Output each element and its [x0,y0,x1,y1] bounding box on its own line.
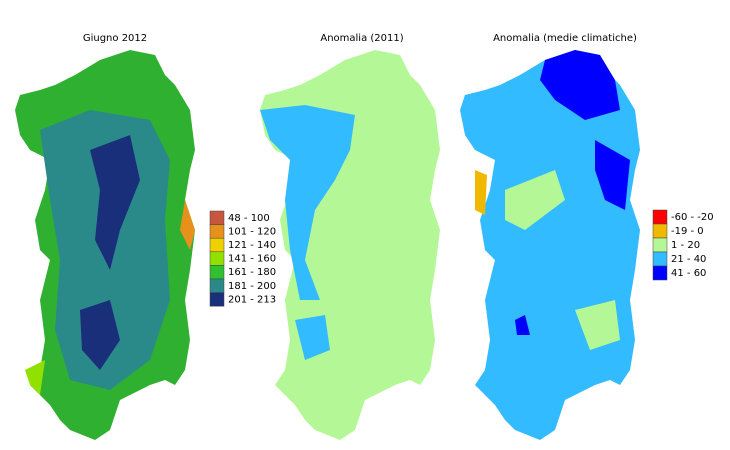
legend-swatch [209,224,225,239]
legend-label: 161 - 180 [228,267,276,278]
legend-label: 121 - 140 [228,240,276,251]
legend-swatch [652,265,668,281]
legend-label: 181 - 200 [228,281,276,292]
legend-label: -19 - 0 [671,226,704,237]
legend-label: 21 - 40 [671,254,706,265]
legend-swatch [209,292,225,307]
map-title: Giugno 2012 [83,33,147,44]
legend-swatch [652,237,668,253]
legend-label: 41 - 60 [671,268,706,279]
map-title: Anomalia (medie climatiche) [493,33,637,44]
legend-label: 48 - 100 [228,213,270,224]
legend-swatch [652,223,668,239]
legend-label: 201 - 213 [228,294,276,305]
legend-swatch [652,251,668,267]
map-anomaly-2011 [260,50,440,440]
legend-label: 141 - 160 [228,254,276,265]
map-anomaly-climate [460,50,640,440]
legend-swatch [209,210,225,225]
legend-swatch [209,251,225,266]
legend-swatch [209,237,225,253]
legend-label: 1 - 20 [671,240,700,251]
legend-label: 101 - 120 [228,226,276,237]
legend-label: -60 - -20 [671,212,714,223]
legend-swatch [209,265,225,280]
map-june-2012 [15,50,195,440]
map-title: Anomalia (2011) [320,33,403,44]
legend-swatch [209,278,225,293]
legend-swatch [652,209,668,225]
